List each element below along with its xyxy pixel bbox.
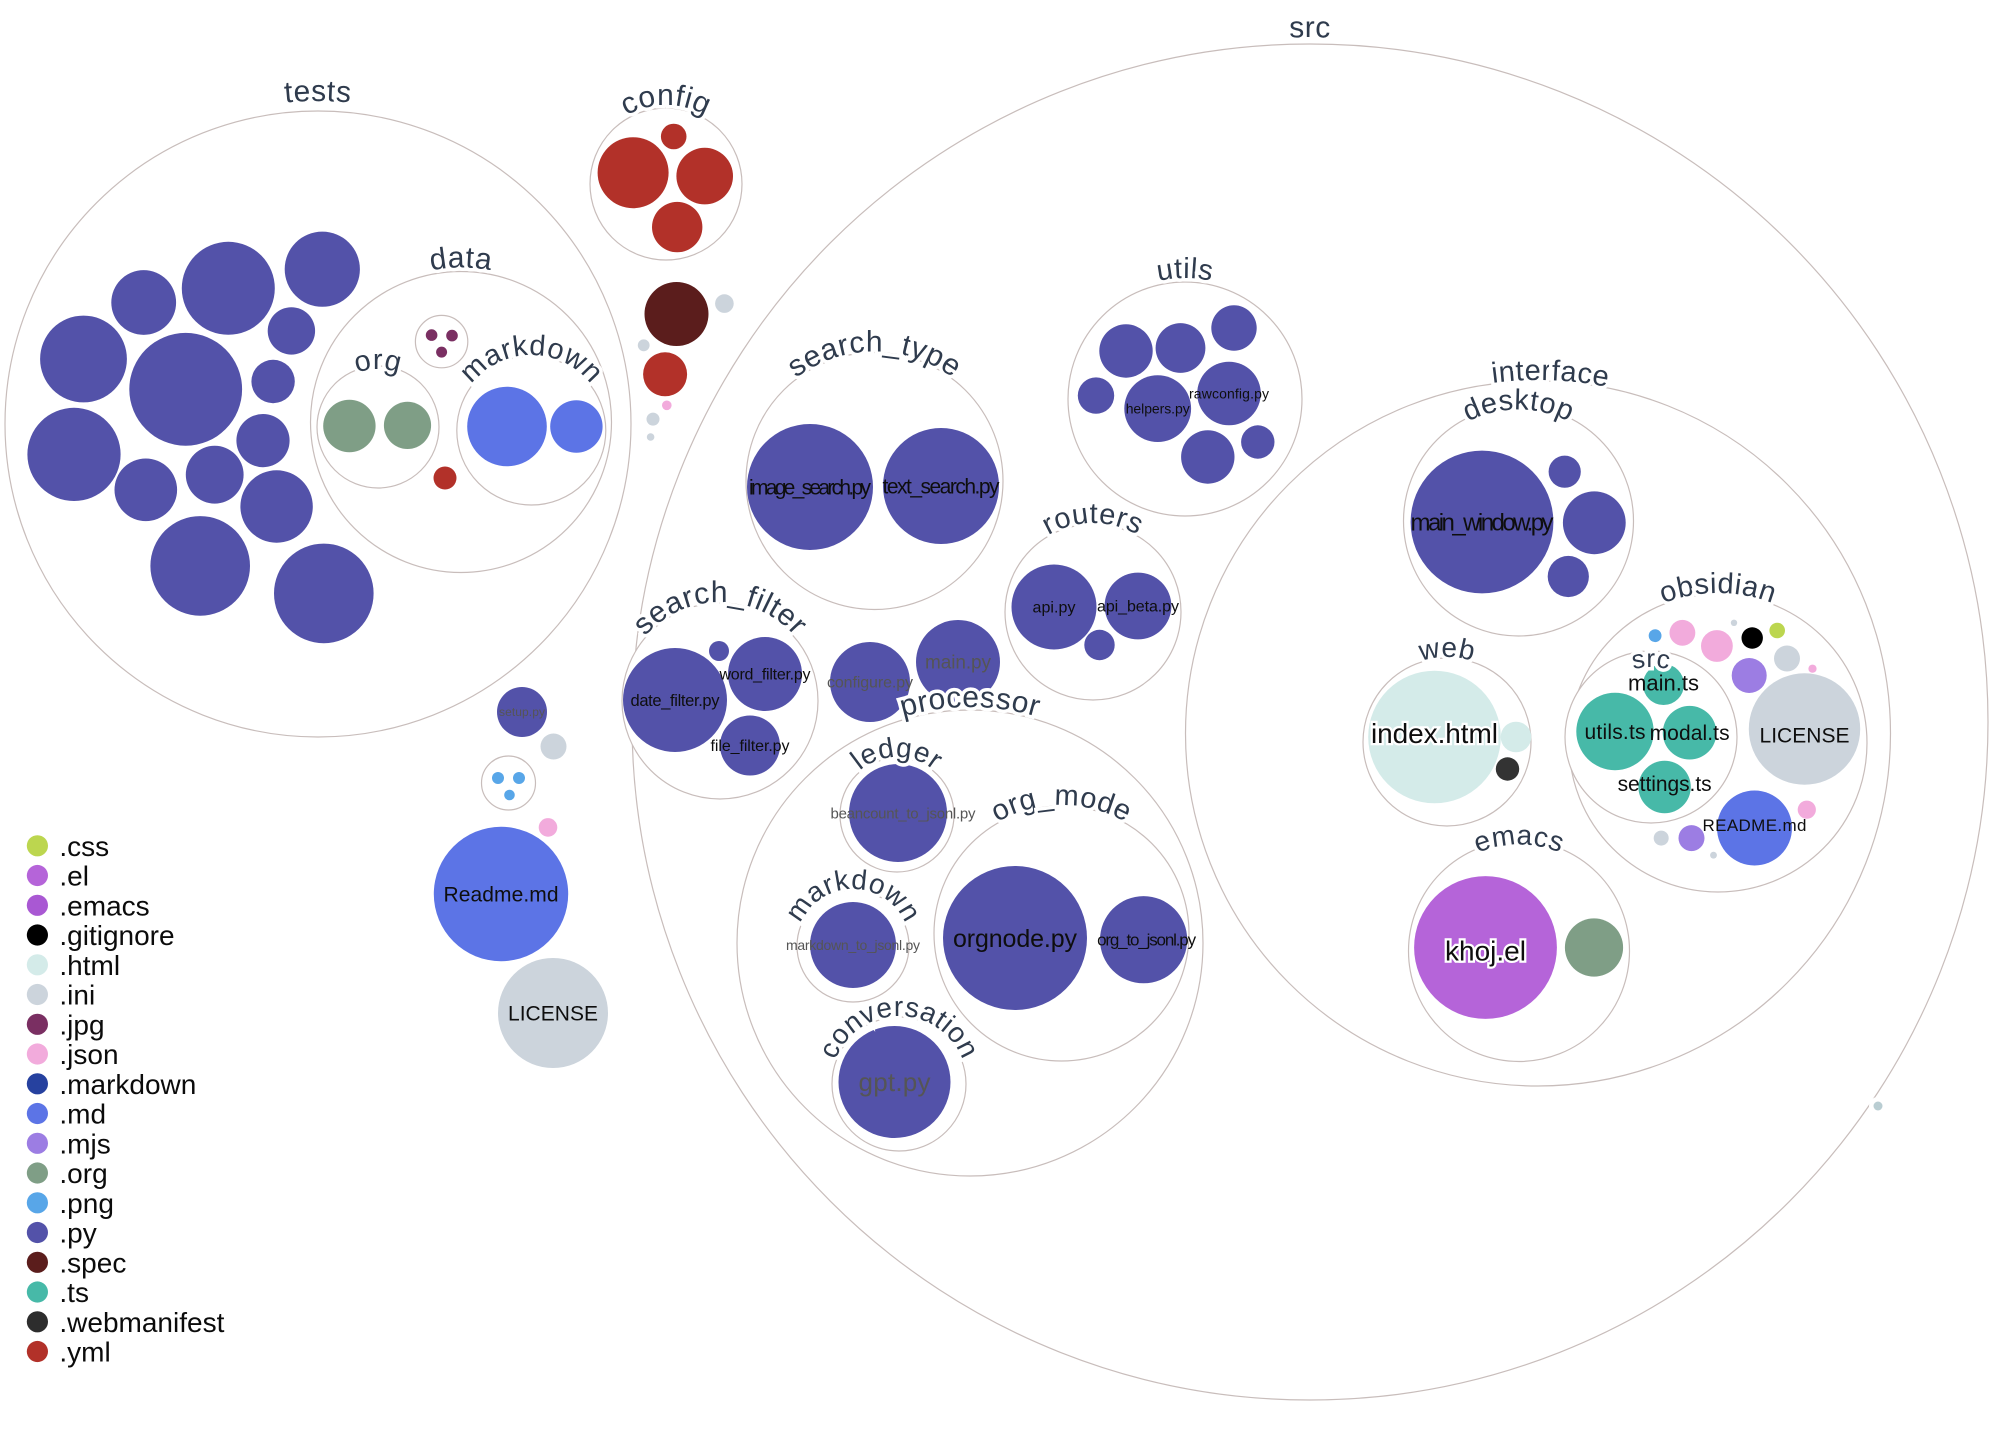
svg-text:tests: tests (283, 75, 353, 110)
svg-text:image_search.py: image_search.py (749, 476, 872, 499)
svg-text:.gitignore: .gitignore (59, 920, 174, 951)
svg-text:date_filter.py: date_filter.py (631, 692, 721, 710)
svg-text:helpers.py: helpers.py (1126, 401, 1190, 417)
svg-text:.el: .el (59, 861, 89, 892)
svg-text:api_beta.py: api_beta.py (1097, 599, 1179, 616)
svg-text:configure.py: configure.py (827, 675, 913, 692)
svg-text:utils.ts: utils.ts (1585, 721, 1646, 744)
svg-text:word_filter.py: word_filter.py (719, 667, 811, 684)
svg-text:org_to_jsonl.py: org_to_jsonl.py (1097, 931, 1197, 950)
svg-text:Readme.md: Readme.md (444, 883, 559, 906)
svg-text:main_window.py: main_window.py (1411, 509, 1554, 536)
svg-text:LICENSE: LICENSE (1760, 724, 1850, 747)
svg-text:.json: .json (59, 1039, 118, 1070)
svg-text:.webmanifest: .webmanifest (59, 1307, 224, 1338)
svg-text:file_filter.py: file_filter.py (711, 738, 790, 755)
svg-text:orgnode.py: orgnode.py (953, 925, 1078, 953)
svg-text:data: data (427, 241, 494, 277)
svg-text:main.ts: main.ts (1628, 671, 1699, 696)
svg-text:index.html: index.html (1371, 718, 1498, 749)
svg-text:.ini: .ini (59, 980, 95, 1011)
svg-text:khoj.el: khoj.el (1445, 935, 1526, 966)
svg-text:text_search.py: text_search.py (883, 475, 1001, 498)
svg-text:.org: .org (59, 1158, 107, 1189)
svg-text:web: web (1415, 632, 1478, 667)
svg-text:.css: .css (59, 831, 109, 862)
svg-text:settings.ts: settings.ts (1618, 773, 1712, 796)
svg-text:LICENSE: LICENSE (508, 1002, 598, 1025)
svg-text:.py: .py (59, 1218, 96, 1249)
svg-text:beancount_to_jsonl.py: beancount_to_jsonl.py (831, 805, 977, 822)
svg-text:.spec: .spec (59, 1247, 126, 1278)
svg-text:api.py: api.py (1033, 600, 1076, 617)
svg-text:.jpg: .jpg (59, 1009, 104, 1040)
svg-text:src: src (1289, 11, 1331, 44)
svg-text:.html: .html (59, 950, 120, 981)
svg-text:.md: .md (59, 1099, 106, 1130)
svg-text:.emacs: .emacs (59, 890, 149, 921)
svg-text:modal.ts: modal.ts (1650, 722, 1730, 745)
svg-text:gpt.py: gpt.py (859, 1067, 931, 1097)
svg-text:README.md: README.md (1703, 816, 1807, 835)
svg-text:org: org (351, 344, 405, 379)
svg-text:.yml: .yml (59, 1337, 110, 1368)
svg-text:.mjs: .mjs (59, 1128, 110, 1159)
svg-text:.ts: .ts (59, 1277, 89, 1308)
svg-text:.markdown: .markdown (59, 1069, 196, 1100)
svg-text:markdown_to_jsonl.py: markdown_to_jsonl.py (786, 937, 920, 953)
svg-text:setup.py: setup.py (499, 705, 545, 719)
svg-text:src: src (1629, 643, 1673, 675)
svg-text:main.py: main.py (925, 653, 992, 674)
svg-text:utils: utils (1154, 253, 1216, 288)
svg-text:rawconfig.py: rawconfig.py (1189, 385, 1269, 401)
svg-text:.png: .png (59, 1188, 114, 1219)
